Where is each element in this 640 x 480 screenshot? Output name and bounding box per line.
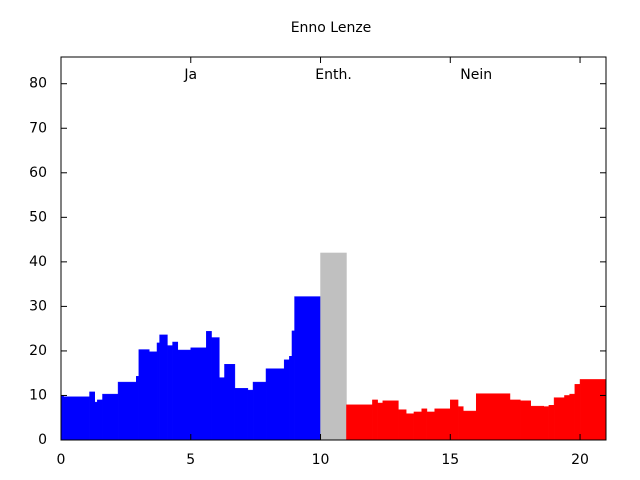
bar <box>377 402 384 441</box>
bar <box>457 406 464 441</box>
y-tick-label: 40 <box>29 254 47 270</box>
x-tick-label: 15 <box>441 452 459 468</box>
bar <box>224 364 236 441</box>
bar <box>320 252 347 441</box>
x-tick-label: 5 <box>186 452 195 468</box>
chart-title: Enno Lenze <box>291 20 372 36</box>
y-tick-label: 50 <box>29 209 47 225</box>
bar <box>172 341 179 441</box>
y-tick-label: 20 <box>29 343 47 359</box>
bar <box>138 349 150 441</box>
bar <box>177 349 192 441</box>
bar <box>234 388 249 441</box>
y-tick-label: 80 <box>29 76 47 92</box>
bar <box>434 408 451 441</box>
bar <box>398 409 407 441</box>
bar <box>553 397 565 441</box>
y-tick-label: 0 <box>38 432 47 448</box>
plot-frame <box>60 56 607 441</box>
bar <box>463 410 477 441</box>
bar <box>346 404 373 441</box>
bar <box>372 399 378 441</box>
y-tick-label: 70 <box>29 120 47 136</box>
bar <box>382 400 399 441</box>
bar <box>421 408 428 441</box>
series-label: Enth. <box>315 67 352 83</box>
bar <box>520 400 531 441</box>
bar <box>569 393 576 441</box>
bar <box>530 405 544 441</box>
bar <box>450 399 459 441</box>
x-tick-label: 0 <box>57 452 66 468</box>
bar <box>548 405 555 441</box>
bar <box>283 359 290 441</box>
bar <box>291 330 295 441</box>
bar <box>136 376 140 441</box>
bar <box>579 379 607 441</box>
bar <box>156 342 160 441</box>
x-tick-label: 10 <box>312 452 330 468</box>
x-tick-label: 20 <box>571 452 589 468</box>
y-tick-label: 60 <box>29 165 47 181</box>
bar <box>405 413 415 441</box>
y-tick-label: 10 <box>29 387 47 403</box>
bar <box>211 337 220 441</box>
series-label: Ja <box>183 67 197 83</box>
bar <box>159 334 168 441</box>
bar <box>426 411 435 441</box>
bar <box>252 381 267 441</box>
bar <box>509 399 521 441</box>
bar <box>564 395 570 441</box>
bar <box>543 406 550 441</box>
bar <box>94 401 98 441</box>
bar <box>117 381 137 441</box>
bar <box>190 347 207 441</box>
bar <box>294 296 321 441</box>
bar <box>63 396 90 441</box>
bar <box>265 368 285 441</box>
bar <box>102 393 119 441</box>
bar <box>206 331 212 441</box>
bar <box>413 411 422 441</box>
bar <box>219 377 225 441</box>
bar <box>289 356 293 441</box>
series-label: Nein <box>460 67 492 83</box>
bar <box>89 391 95 441</box>
y-tick-label: 30 <box>29 298 47 314</box>
bar <box>475 393 511 441</box>
bar <box>167 345 173 441</box>
bar <box>574 384 581 441</box>
bar <box>97 399 103 441</box>
bar <box>148 351 158 441</box>
bar <box>247 389 254 441</box>
